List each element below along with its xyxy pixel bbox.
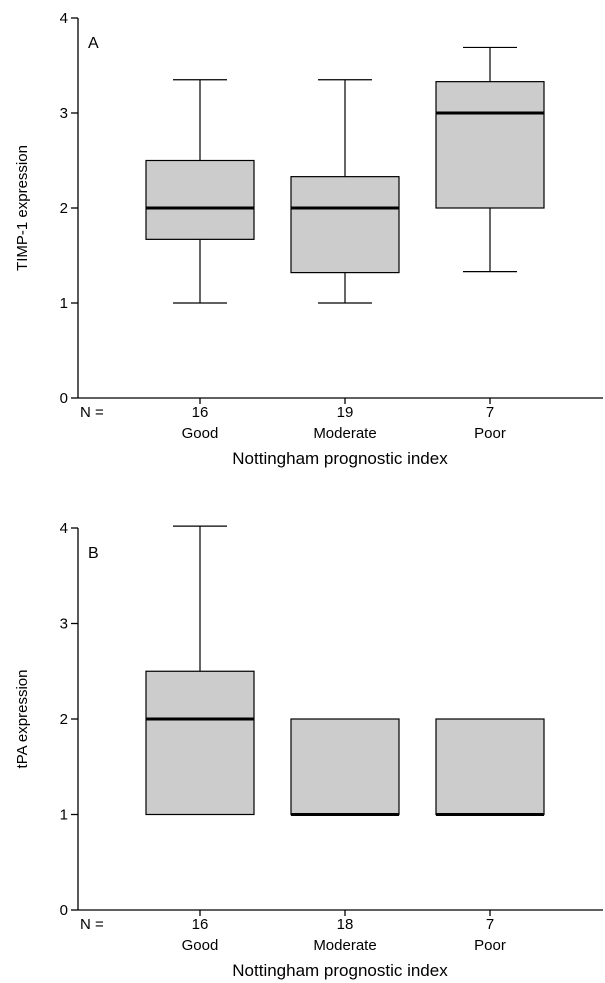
category-label: Moderate xyxy=(313,937,376,954)
box-good xyxy=(145,525,255,816)
n-value: 7 xyxy=(486,404,494,421)
y-tick-label: 0 xyxy=(60,390,68,407)
category-label: Good xyxy=(182,425,219,442)
box-iqr xyxy=(290,176,400,274)
x-axis-label: Nottingham prognostic index xyxy=(232,961,448,980)
box-poor xyxy=(435,46,545,273)
y-axis-label: tPA expression xyxy=(14,670,31,769)
y-tick-label: 1 xyxy=(60,295,68,312)
y-tick-label: 2 xyxy=(60,711,68,728)
panel-label: A xyxy=(88,35,99,52)
y-tick-label: 2 xyxy=(60,200,68,217)
panel-label: B xyxy=(88,545,99,562)
n-value: 16 xyxy=(192,404,209,421)
box-moderate xyxy=(290,79,400,304)
box-iqr xyxy=(145,159,255,240)
chart-panel-a: 0 1 2 3 4 A TIMP-1 expression N = 16 19 7 Good Moder… xyxy=(14,10,603,468)
n-value: 16 xyxy=(192,916,209,933)
category-label: Moderate xyxy=(313,425,376,442)
box-iqr xyxy=(435,81,545,209)
y-tick-label: 3 xyxy=(60,105,68,122)
box-iqr xyxy=(145,670,255,816)
n-value: 18 xyxy=(337,916,354,933)
n-value: 7 xyxy=(486,916,494,933)
y-tick-label: 3 xyxy=(60,616,68,633)
y-tick-label: 1 xyxy=(60,807,68,824)
n-label: N = xyxy=(80,404,104,421)
y-axis-label: TIMP-1 expression xyxy=(14,145,31,271)
category-label: Good xyxy=(182,937,219,954)
box-poor xyxy=(435,718,545,816)
n-value: 19 xyxy=(337,404,354,421)
y-tick-label: 0 xyxy=(60,902,68,919)
category-label: Poor xyxy=(474,425,506,442)
box-iqr xyxy=(435,718,545,816)
category-label: Poor xyxy=(474,937,506,954)
box-moderate xyxy=(290,718,400,816)
box-iqr xyxy=(290,718,400,816)
x-axis-label: Nottingham prognostic index xyxy=(232,449,448,468)
box-good xyxy=(145,79,255,304)
n-label: N = xyxy=(80,916,104,933)
y-tick-label: 4 xyxy=(60,520,68,537)
y-tick-label: 4 xyxy=(60,10,68,27)
